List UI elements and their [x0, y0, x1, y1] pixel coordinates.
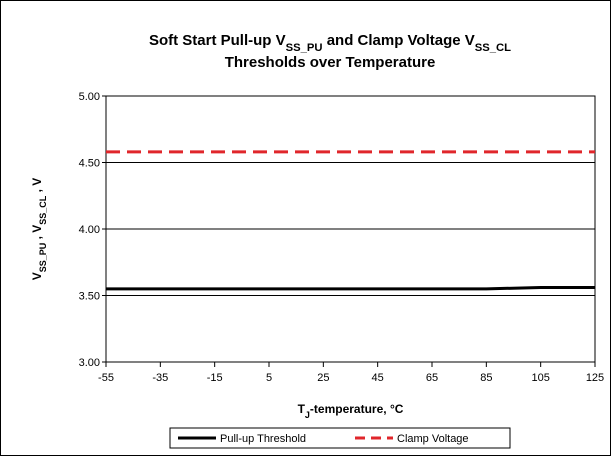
x-tick-label: 105 — [531, 372, 549, 384]
subscript: SS_PU — [38, 243, 48, 273]
legend-label: Pull-up Threshold — [220, 433, 306, 445]
series-line — [106, 286, 595, 291]
text-part: Soft Start Pull-up V — [149, 32, 286, 49]
subscript: J — [305, 410, 310, 420]
chart-title: Thresholds over Temperature — [225, 54, 436, 71]
x-tick-label: 125 — [586, 372, 604, 384]
x-axis-title: TJ-temperature, °C — [298, 402, 404, 420]
subscript: SS_CL — [38, 195, 48, 225]
x-tick-label: -15 — [207, 372, 223, 384]
x-tick-label: 5 — [266, 372, 272, 384]
text-part: , V — [30, 225, 44, 243]
text-part: V — [30, 272, 44, 280]
text-part: and Clamp Voltage V — [323, 32, 475, 49]
y-axis-title: VSS_PU , VSS_CL , V — [30, 178, 48, 281]
x-tick-label: 25 — [317, 372, 329, 384]
y-tick-label: 3.50 — [79, 291, 100, 303]
legend-label: Clamp Voltage — [397, 433, 469, 445]
x-tick-label: 85 — [480, 372, 492, 384]
text-part: , V — [30, 178, 44, 196]
subscript: SS_PU — [286, 42, 323, 54]
x-tick-label: 65 — [426, 372, 438, 384]
x-tick-label: 45 — [372, 372, 384, 384]
text-part: -temperature, °C — [310, 402, 404, 416]
y-tick-label: 4.00 — [79, 224, 100, 236]
x-tick-label: -55 — [98, 372, 114, 384]
x-tick-label: -35 — [152, 372, 168, 384]
text-part: T — [298, 402, 306, 416]
subscript: SS_CL — [475, 42, 511, 54]
text-part: Thresholds over Temperature — [225, 54, 436, 71]
chart-title: Soft Start Pull-up VSS_PU and Clamp Volt… — [149, 32, 511, 54]
y-tick-label: 5.00 — [79, 91, 100, 103]
y-tick-label: 3.00 — [79, 357, 100, 369]
legend-box — [169, 427, 511, 449]
y-tick-label: 4.50 — [79, 158, 100, 170]
